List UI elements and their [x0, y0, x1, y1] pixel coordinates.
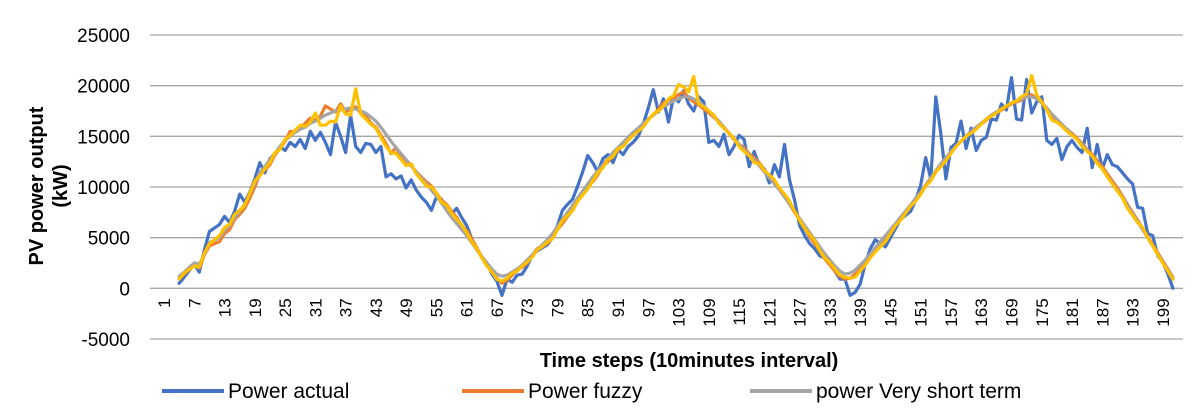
x-tick-label: 145 — [881, 298, 900, 326]
x-tick-label: 19 — [246, 298, 265, 317]
x-tick-label: 187 — [1093, 298, 1112, 326]
x-tick-label: 91 — [609, 298, 628, 317]
x-axis-tick-labels: 1 7 13 19 25 31 37 43 49 55 61 67 73 79 85 91 97 103 109 11… — [155, 298, 1173, 326]
x-tick-label: 25 — [276, 298, 295, 317]
x-tick-label: 115 — [730, 298, 749, 325]
x-tick-label: 139 — [851, 298, 870, 326]
y-tick-label: 15000 — [77, 127, 130, 148]
x-tick-label: 127 — [791, 298, 810, 326]
x-tick-label: 43 — [367, 298, 386, 317]
x-tick-label: 199 — [1154, 298, 1173, 326]
y-tick-label: 10000 — [77, 178, 130, 199]
x-tick-label: 79 — [548, 298, 567, 317]
x-tick-label: 97 — [639, 298, 658, 317]
x-tick-label: 193 — [1124, 298, 1143, 326]
legend-label-power-fuzzy: Power fuzzy — [528, 380, 643, 403]
x-tick-label: 85 — [579, 298, 598, 317]
x-tick-label: 151 — [912, 298, 931, 326]
series-lines — [177, 73, 1175, 297]
y-tick-label: -5000 — [81, 330, 130, 351]
x-tick-label: 49 — [397, 298, 416, 317]
x-tick-label: 103 — [670, 298, 689, 326]
x-tick-label: 13 — [216, 298, 235, 317]
x-tick-label: 1 — [155, 298, 174, 307]
y-tick-label: 25000 — [77, 26, 130, 47]
x-tick-label: 31 — [306, 298, 325, 317]
y-axis-label-line1: PV power output — [26, 106, 48, 265]
legend: Power actual Power fuzzy power Very shor… — [162, 380, 1021, 403]
x-tick-label: 37 — [337, 298, 356, 317]
x-tick-label: 181 — [1063, 298, 1082, 326]
x-tick-label: 157 — [942, 298, 961, 326]
y-tick-label: 0 — [119, 279, 130, 300]
legend-label-power-very-short-term: power Very short term — [816, 380, 1021, 403]
x-tick-label: 55 — [427, 298, 446, 317]
legend-label-power-actual: Power actual — [228, 380, 349, 403]
x-axis-label: Time steps (10minutes interval) — [540, 350, 839, 372]
x-tick-label: 169 — [1002, 298, 1021, 326]
series-line-4 — [177, 73, 1175, 283]
x-tick-label: 133 — [821, 298, 840, 326]
y-tick-label: 5000 — [88, 229, 130, 250]
x-tick-label: 67 — [488, 298, 507, 317]
x-tick-label: 175 — [1033, 298, 1052, 326]
y-axis-tick-labels: -5000 0 5000 10000 15000 20000 25000 — [77, 26, 130, 351]
x-tick-label: 73 — [518, 298, 537, 317]
y-axis-label-line2: (kW) — [50, 164, 72, 207]
x-tick-label: 121 — [760, 298, 779, 326]
x-tick-label: 61 — [458, 298, 477, 317]
x-tick-label: 7 — [185, 298, 204, 307]
x-tick-label: 109 — [700, 298, 719, 326]
x-tick-label: 163 — [972, 298, 991, 326]
y-tick-label: 20000 — [77, 77, 130, 98]
